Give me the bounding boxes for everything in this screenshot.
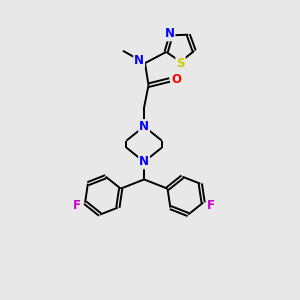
Text: N: N — [139, 120, 149, 133]
Text: F: F — [73, 200, 81, 212]
Text: S: S — [176, 57, 185, 70]
Text: F: F — [207, 200, 215, 212]
Text: N: N — [139, 155, 149, 168]
Text: N: N — [164, 27, 175, 40]
Text: O: O — [171, 74, 181, 86]
Text: N: N — [134, 54, 144, 67]
